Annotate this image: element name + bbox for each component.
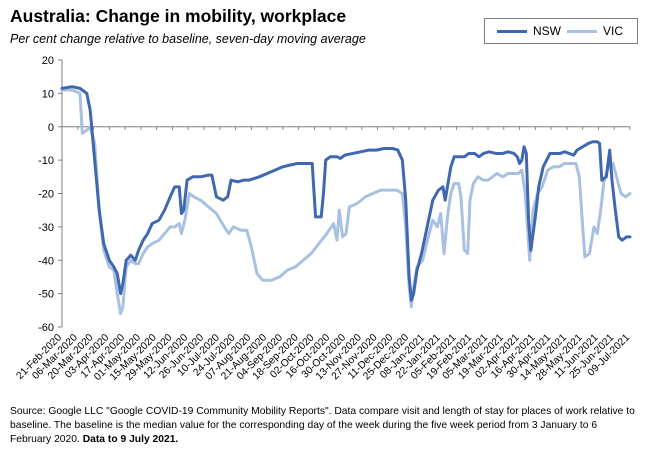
legend-label-nsw: NSW [533, 24, 561, 38]
series-line-nsw [60, 85, 632, 302]
legend-swatch-vic [567, 29, 597, 33]
legend-item-vic: VIC [567, 24, 623, 38]
legend-label-vic: VIC [603, 24, 624, 38]
y-tick-label: -10 [38, 155, 54, 167]
y-tick-label: 20 [42, 55, 54, 67]
source-text: Source: Google LLC "Google COVID-19 Comm… [10, 406, 635, 445]
y-tick-label: -60 [38, 322, 54, 334]
y-tick-label: 0 [48, 122, 54, 134]
chart-subtitle: Per cent change relative to baseline, se… [10, 32, 366, 46]
legend-item-nsw: NSW [497, 24, 561, 38]
source-data-date: Data to 9 July 2021. [82, 434, 179, 445]
source-note: Source: Google LLC "Google COVID-19 Comm… [10, 405, 640, 447]
y-tick-label: -30 [38, 222, 54, 234]
y-tick-label: 10 [42, 88, 54, 100]
y-tick-label: -20 [38, 189, 54, 201]
y-tick-label: -50 [38, 289, 54, 301]
chart-title: Australia: Change in mobility, workplace [10, 6, 347, 26]
legend: NSW VIC [484, 18, 638, 44]
series-line-vic [60, 88, 632, 316]
legend-swatch-nsw [497, 29, 527, 33]
y-tick-label: -40 [38, 255, 54, 267]
